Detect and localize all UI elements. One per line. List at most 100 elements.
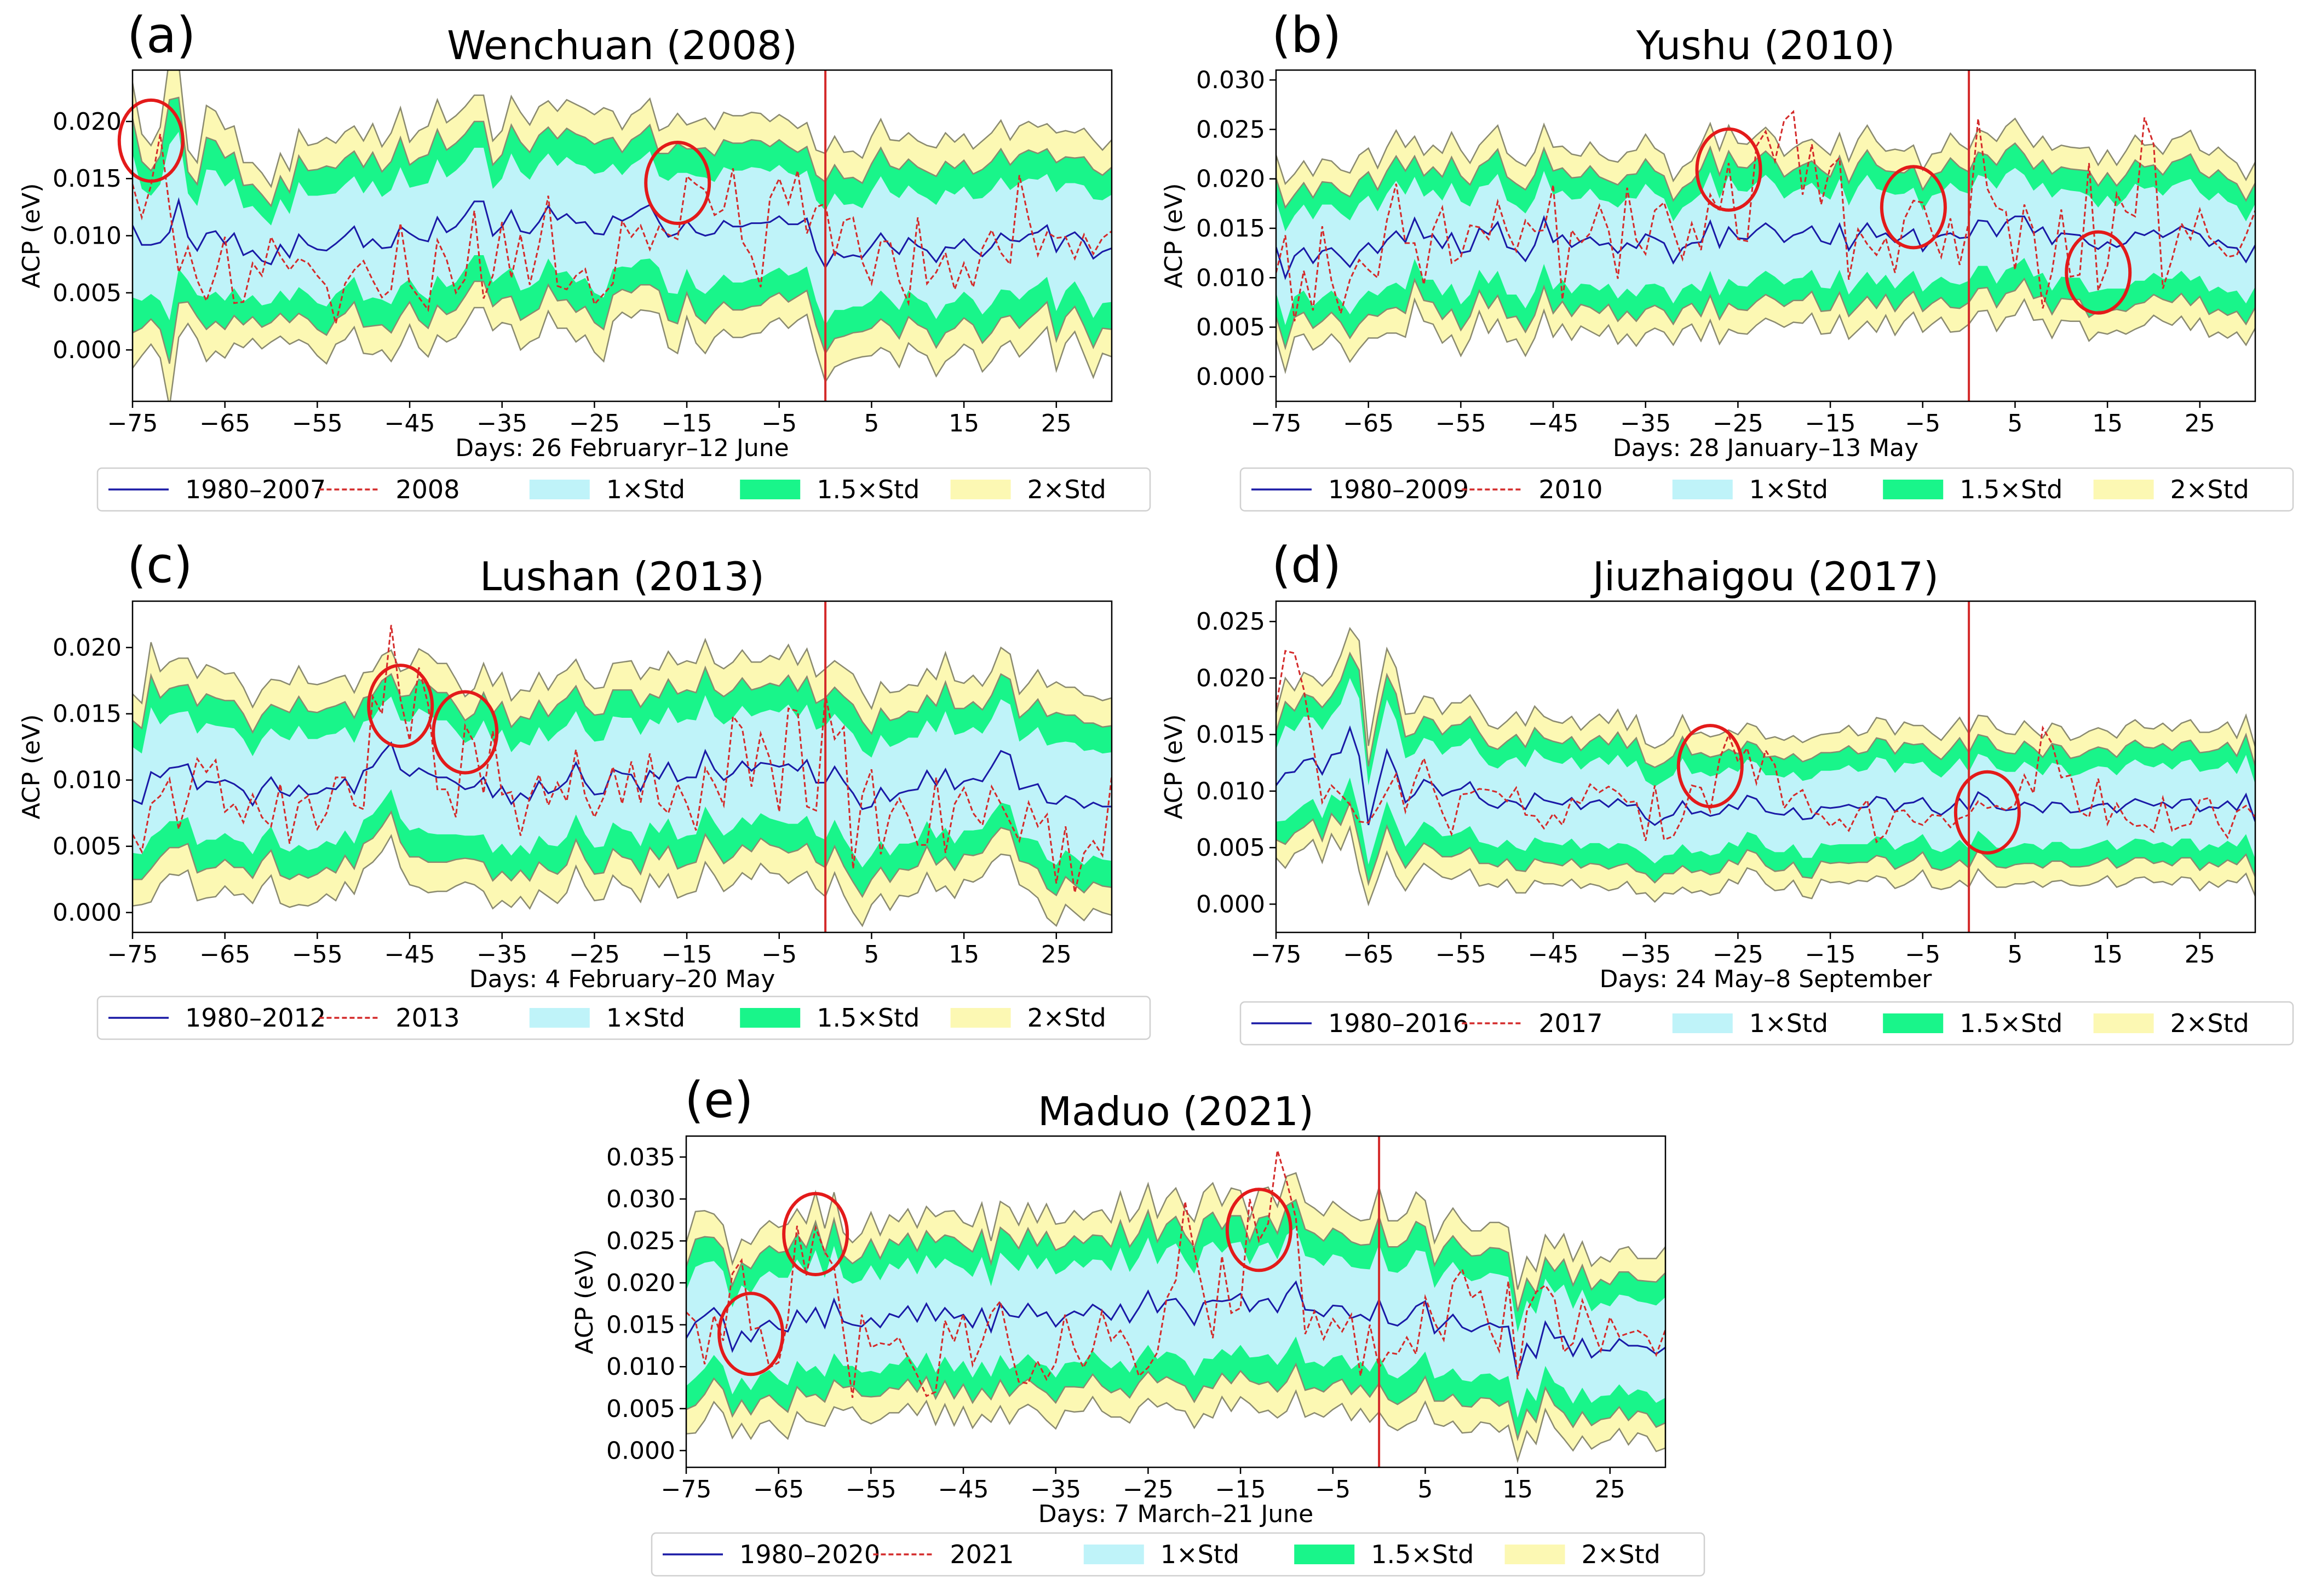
x-tick-label: −75 [661,1476,712,1503]
x-axis-label: Days: 4 February–20 May [469,965,775,993]
panel-title: Lushan (2013) [480,554,765,600]
legend-swatch [1504,1545,1565,1564]
panel-title: Jiuzhaigou (2017) [1590,554,1939,600]
x-tick-label: −75 [1251,410,1302,437]
legend-entry: 2008 [395,475,459,504]
legend-box [1239,467,2294,512]
anomaly-marker [367,664,434,748]
x-tick-label: −25 [569,941,620,969]
legend-swatch [1083,1545,1144,1564]
panel-b: −75 −65 −55 −45 −35 −25 −15 −5 5 15 250.0000.0050.… [1160,7,2294,512]
y-tick-label: 0.015 [1196,721,1265,749]
anomaly-marker [1225,1188,1292,1272]
x-tick-label: −65 [1343,941,1394,969]
x-tick-label: 5 [864,941,879,969]
x-tick-label: −75 [1251,941,1302,969]
anomaly-marker [1880,165,1947,250]
y-tick-label: 0.020 [1196,664,1265,692]
legend-entry: 1×Std [606,475,685,504]
series-baseline-line [1276,215,2255,280]
series-baseline-line [686,1280,1665,1375]
legend-entry: 2×Std [1582,1540,1661,1569]
x-tick-label: −15 [1805,941,1856,969]
plot-area [1276,626,2255,907]
x-tick-label: 5 [864,410,879,437]
y-tick-label: 0.020 [606,1269,675,1297]
y-tick-label: 0.005 [53,833,122,861]
x-tick-label: −35 [476,941,527,969]
legend-entry: 2×Std [2170,1009,2249,1038]
x-tick-label: −55 [292,410,343,437]
y-tick-label: 0.005 [1196,834,1265,862]
x-tick-label: −45 [1528,410,1579,437]
x-tick-label: −35 [1030,1476,1081,1503]
panel-e: −75 −65 −55 −45 −35 −25 −15 −5 5 15 250.0000.0050.… [571,1071,1705,1577]
plot-area [133,625,1112,927]
legend-box [96,467,1151,512]
legend: 1980–2016 2017 1×Std 1.5×Std 2×Std [1239,1001,2294,1046]
x-tick-label: −35 [1620,410,1671,437]
legend-box [651,1532,1705,1577]
band-1std [133,131,1112,325]
y-tick-label: 0.005 [606,1395,675,1423]
y-tick-label: 0.010 [606,1353,675,1381]
legend-swatch [2093,1013,2154,1033]
legend-swatch [2093,480,2154,499]
x-tick-label: −65 [199,410,250,437]
y-tick-label: 0.015 [53,165,122,193]
y-tick-label: 0.025 [1196,116,1265,143]
x-tick-label: −25 [569,410,620,437]
anomaly-marker [2065,230,2132,315]
x-tick-label: −75 [107,410,158,437]
x-tick-label: 25 [1041,941,1072,969]
panel-title: Wenchuan (2008) [447,22,797,68]
anomaly-marker [782,1191,849,1276]
x-tick-label: −55 [846,1476,897,1503]
legend-swatch [740,480,801,499]
x-tick-label: 15 [2092,410,2123,437]
legend-swatch [1672,1013,1733,1033]
legend-swatch [529,1008,590,1028]
x-tick-label: −35 [1620,941,1671,969]
y-tick-label: 0.000 [606,1437,675,1465]
panel-c: −75 −65 −55 −45 −35 −25 −15 −5 5 15 250.0000.0050.… [18,537,1151,1040]
y-axis-label: ACP (eV) [1160,714,1188,819]
y-tick-label: 0.015 [606,1311,675,1339]
x-tick-label: −75 [107,941,158,969]
series-event-line [133,625,1112,893]
legend-entry: 2013 [395,1003,459,1033]
x-tick-label: −55 [292,941,343,969]
x-tick-label: −5 [1905,941,1940,969]
y-tick-label: 0.025 [1196,608,1265,636]
legend-entry: 1980–2007 [185,475,326,504]
legend-swatch [529,480,590,499]
x-axis-label: Days: 7 March–21 June [1038,1500,1314,1528]
x-tick-label: −65 [199,941,250,969]
y-axis-label: ACP (eV) [18,714,45,819]
x-tick-label: −55 [1435,941,1486,969]
x-tick-label: −65 [753,1476,804,1503]
legend-swatch [740,1008,801,1028]
legend-entry: 2×Std [2170,475,2249,504]
anomaly-marker [1676,724,1744,809]
y-tick-label: 0.005 [53,279,122,307]
legend-entry: 2017 [1538,1009,1602,1038]
band-1std [133,695,1112,868]
legend-entry: 2021 [950,1540,1014,1569]
x-tick-label: −45 [384,941,435,969]
x-tick-label: 15 [949,941,979,969]
legend-entry: 1×Std [606,1003,685,1033]
x-tick-label: −65 [1343,410,1394,437]
x-tick-label: −25 [1713,941,1763,969]
y-tick-label: 0.010 [1196,777,1265,805]
x-tick-label: −25 [1713,410,1763,437]
legend-swatch [1883,480,1944,499]
x-tick-label: 25 [1595,1476,1625,1503]
x-axis-label: Days: 26 Februaryr–12 June [455,434,789,462]
legend-entry: 1980–2016 [1328,1009,1469,1038]
legend-entry: 1.5×Std [1960,475,2062,504]
x-tick-label: −5 [1905,410,1940,437]
series-event-line [1276,110,2255,321]
y-tick-label: 0.010 [53,222,122,250]
